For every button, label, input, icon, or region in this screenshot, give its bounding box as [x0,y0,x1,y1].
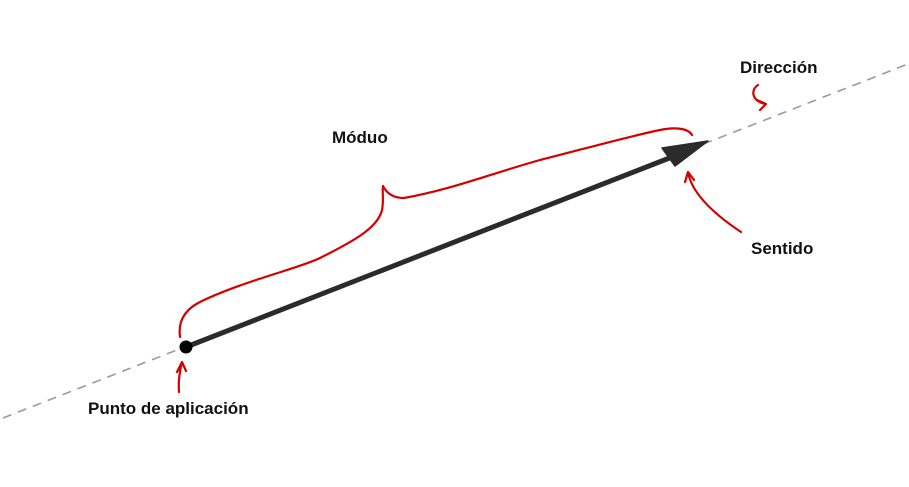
label-direccion: Dirección [740,58,817,77]
vector-shaft [183,154,675,350]
application-point-dot [179,340,193,354]
application-point-pointer [175,360,188,394]
label-punto-aplicacion: Punto de aplicación [88,399,249,418]
arrowhead-icon [661,140,709,167]
direction-pointer [752,83,768,112]
label-modulo: Móduo [332,128,388,147]
sense-pointer [683,170,743,234]
label-sentido: Sentido [751,239,813,258]
magnitude-brace [178,127,694,339]
